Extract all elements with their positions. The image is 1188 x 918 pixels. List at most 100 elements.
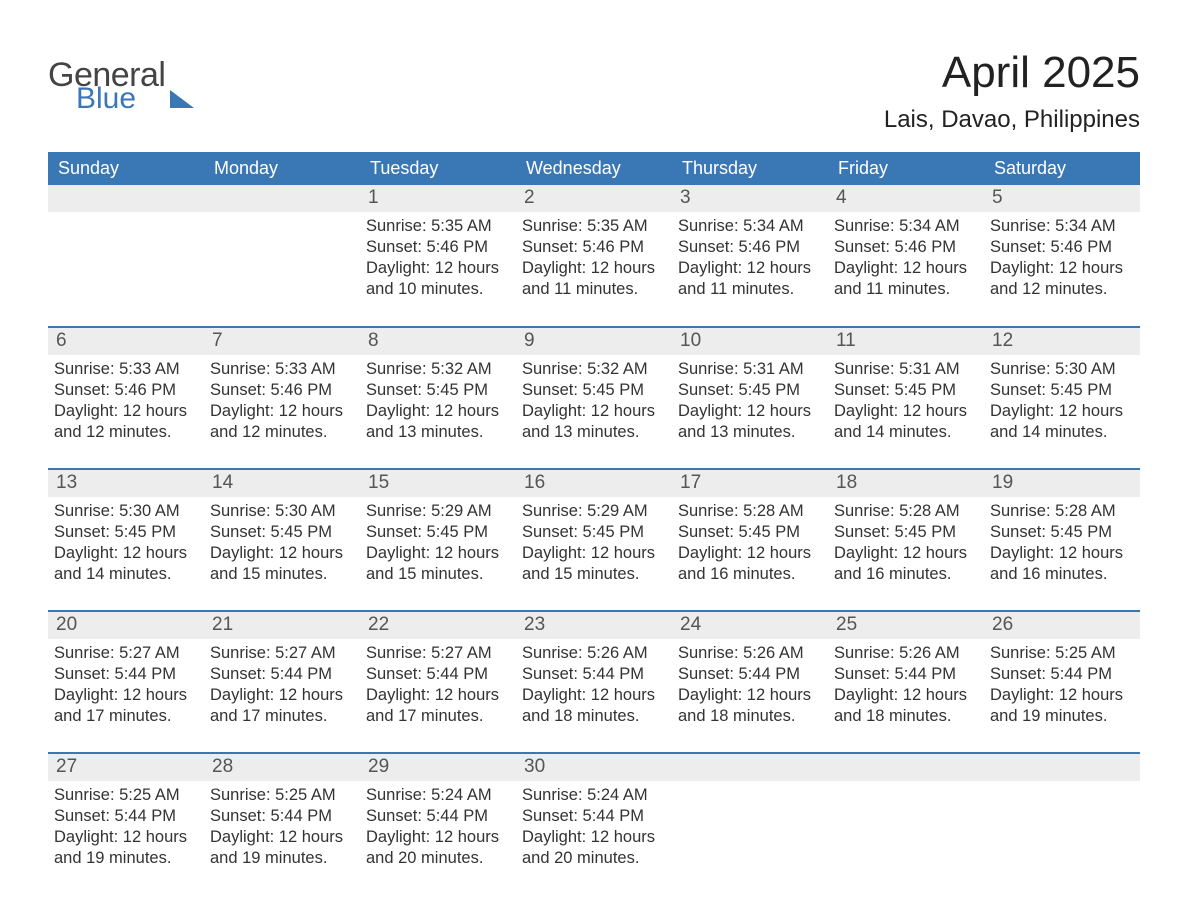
daylight-line: Daylight: 12 hours and 18 minutes. [834,685,978,727]
day-number: 2 [516,185,672,212]
sunset-line: Sunset: 5:44 PM [678,664,822,685]
page-title: April 2025 [884,48,1140,98]
day-number [204,185,360,212]
day-details: Sunrise: 5:30 AMSunset: 5:45 PMDaylight:… [48,497,204,591]
sunset-line: Sunset: 5:44 PM [990,664,1134,685]
calendar-day-cell: 9Sunrise: 5:32 AMSunset: 5:45 PMDaylight… [516,327,672,469]
calendar-body: 1Sunrise: 5:35 AMSunset: 5:46 PMDaylight… [48,185,1140,895]
header: General Blue April 2025 Lais, Davao, Phi… [48,48,1140,134]
calendar-day-cell: 2Sunrise: 5:35 AMSunset: 5:46 PMDaylight… [516,185,672,327]
calendar-day-cell: 15Sunrise: 5:29 AMSunset: 5:45 PMDayligh… [360,469,516,611]
day-details: Sunrise: 5:30 AMSunset: 5:45 PMDaylight:… [984,355,1140,449]
calendar-table: SundayMondayTuesdayWednesdayThursdayFrid… [48,152,1140,895]
day-number: 23 [516,612,672,639]
daylight-line: Daylight: 12 hours and 17 minutes. [210,685,354,727]
daylight-line: Daylight: 12 hours and 14 minutes. [54,543,198,585]
sunrise-line: Sunrise: 5:31 AM [834,359,978,380]
day-details: Sunrise: 5:25 AMSunset: 5:44 PMDaylight:… [204,781,360,875]
calendar-day-cell: 25 Sunrise: 5:26 AMSunset: 5:44 PMDayligh… [828,611,984,753]
daylight-line: Daylight: 12 hours and 15 minutes. [366,543,510,585]
calendar-day-cell: 27Sunrise: 5:25 AMSunset: 5:44 PMDayligh… [48,753,204,895]
sunrise-line: Sunrise: 5:24 AM [522,785,666,806]
day-details: Sunrise: 5:25 AMSunset: 5:44 PMDaylight:… [48,781,204,875]
day-details: Sunrise: 5:31 AMSunset: 5:45 PMDaylight:… [828,355,984,449]
calendar-week-row: 20Sunrise: 5:27 AMSunset: 5:44 PMDayligh… [48,611,1140,753]
daylight-line: Daylight: 12 hours and 14 minutes. [990,401,1134,443]
day-details: Sunrise: 5:35 AMSunset: 5:46 PMDaylight:… [360,212,516,306]
day-details: Sunrise: 5:27 AMSunset: 5:44 PMDaylight:… [204,639,360,733]
calendar-day-cell: 19Sunrise: 5:28 AMSunset: 5:45 PMDayligh… [984,469,1140,611]
sunset-line: Sunset: 5:45 PM [522,522,666,543]
day-number: 21 [204,612,360,639]
day-details: Sunrise: 5:30 AMSunset: 5:45 PMDaylight:… [204,497,360,591]
daylight-line: Daylight: 12 hours and 20 minutes. [522,827,666,869]
sunrise-line: Sunrise: 5:32 AM [522,359,666,380]
calendar-day-cell: 10Sunrise: 5:31 AMSunset: 5:45 PMDayligh… [672,327,828,469]
sunrise-line: Sunrise: 5:34 AM [990,216,1134,237]
day-details: Sunrise: 5:32 AMSunset: 5:45 PMDaylight:… [360,355,516,449]
day-number: 20 [48,612,204,639]
column-header: Saturday [984,152,1140,185]
sunrise-line: Sunrise: 5:26 AM [834,643,978,664]
calendar-day-cell: 24Sunrise: 5:26 AMSunset: 5:44 PMDayligh… [672,611,828,753]
sunset-line: Sunset: 5:45 PM [210,522,354,543]
title-block: April 2025 Lais, Davao, Philippines [884,48,1140,134]
day-number: 22 [360,612,516,639]
sunset-line: Sunset: 5:45 PM [678,522,822,543]
sunrise-line: Sunrise: 5:28 AM [678,501,822,522]
day-details: Sunrise: 5:32 AMSunset: 5:45 PMDaylight:… [516,355,672,449]
sunset-line: Sunset: 5:46 PM [522,237,666,258]
day-number: 1 [360,185,516,212]
daylight-line: Daylight: 12 hours and 19 minutes. [210,827,354,869]
calendar-day-cell: 4Sunrise: 5:34 AMSunset: 5:46 PMDaylight… [828,185,984,327]
sunrise-line: Sunrise: 5:30 AM [54,501,198,522]
sunset-line: Sunset: 5:46 PM [990,237,1134,258]
sunrise-line: Sunrise: 5:34 AM [834,216,978,237]
daylight-line: Daylight: 12 hours and 13 minutes. [678,401,822,443]
sunset-line: Sunset: 5:45 PM [990,380,1134,401]
sunrise-line: Sunrise: 5:29 AM [522,501,666,522]
day-number: 24 [672,612,828,639]
day-number: 26 [984,612,1140,639]
day-number: 27 [48,754,204,781]
brand-triangle-icon [170,90,194,108]
sunset-line: Sunset: 5:44 PM [522,664,666,685]
daylight-line: Daylight: 12 hours and 17 minutes. [54,685,198,727]
calendar-day-cell [984,753,1140,895]
sunrise-line: Sunrise: 5:24 AM [366,785,510,806]
calendar-day-cell [828,753,984,895]
sunset-line: Sunset: 5:46 PM [678,237,822,258]
calendar-day-cell [204,185,360,327]
sunset-line: Sunset: 5:46 PM [366,237,510,258]
daylight-line: Daylight: 12 hours and 12 minutes. [54,401,198,443]
daylight-line: Daylight: 12 hours and 15 minutes. [210,543,354,585]
day-number: 3 [672,185,828,212]
day-details: Sunrise: 5:26 AMSunset: 5:44 PMDaylight:… [516,639,672,733]
column-header: Friday [828,152,984,185]
calendar-day-cell: 8Sunrise: 5:32 AMSunset: 5:45 PMDaylight… [360,327,516,469]
calendar-day-cell [48,185,204,327]
daylight-line: Daylight: 12 hours and 18 minutes. [678,685,822,727]
day-number: 5 [984,185,1140,212]
day-details: Sunrise: 5:24 AMSunset: 5:44 PMDaylight:… [360,781,516,875]
calendar-day-cell: 30Sunrise: 5:24 AMSunset: 5:44 PMDayligh… [516,753,672,895]
daylight-line: Daylight: 12 hours and 13 minutes. [366,401,510,443]
daylight-line: Daylight: 12 hours and 16 minutes. [990,543,1134,585]
sunrise-line: Sunrise: 5:29 AM [366,501,510,522]
sunset-line: Sunset: 5:45 PM [834,522,978,543]
calendar-day-cell: 26Sunrise: 5:25 AMSunset: 5:44 PMDayligh… [984,611,1140,753]
sunset-line: Sunset: 5:44 PM [834,664,978,685]
sunset-line: Sunset: 5:45 PM [366,380,510,401]
daylight-line: Daylight: 12 hours and 11 minutes. [678,258,822,300]
day-number: 25 [828,612,984,639]
calendar-day-cell: 3Sunrise: 5:34 AMSunset: 5:46 PMDaylight… [672,185,828,327]
day-number [672,754,828,781]
daylight-line: Daylight: 12 hours and 19 minutes. [54,827,198,869]
sunrise-line: Sunrise: 5:31 AM [678,359,822,380]
sunrise-line: Sunrise: 5:25 AM [210,785,354,806]
sunset-line: Sunset: 5:44 PM [54,806,198,827]
day-details: Sunrise: 5:33 AMSunset: 5:46 PMDaylight:… [48,355,204,449]
calendar-day-cell: 14Sunrise: 5:30 AMSunset: 5:45 PMDayligh… [204,469,360,611]
day-number: 19 [984,470,1140,497]
calendar-day-cell: 23Sunrise: 5:26 AMSunset: 5:44 PMDayligh… [516,611,672,753]
